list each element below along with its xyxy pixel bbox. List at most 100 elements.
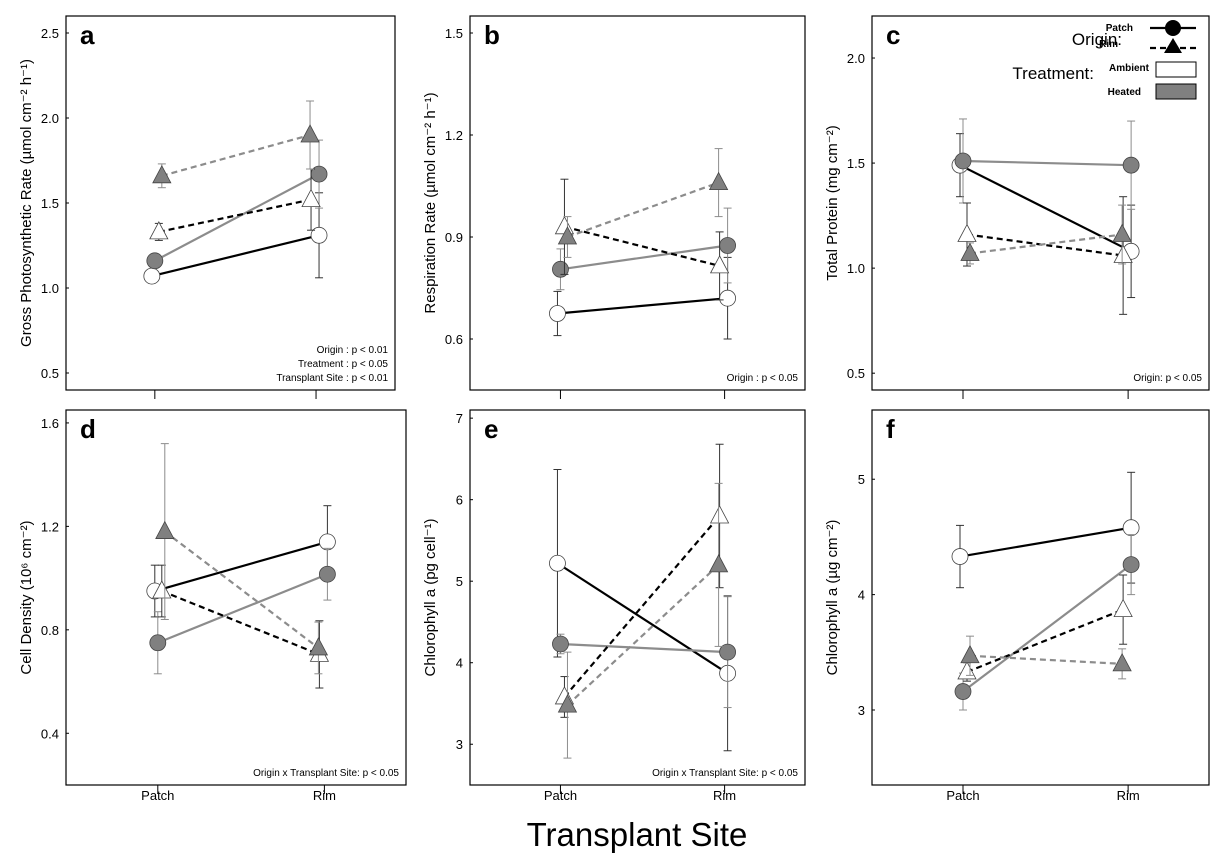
data-point-triangle	[709, 505, 730, 524]
data-point-triangle	[1112, 223, 1132, 242]
figure-x-axis-label: Transplant Site	[527, 816, 748, 853]
panel-e: e 3 4 5 6 7 Patch Rim Chlorophyll a (pg cell⁻¹) O…	[422, 409, 806, 803]
y-axis-label: Gross Photosynthetic Rate (µmol cm⁻² h⁻¹…	[18, 59, 35, 347]
legend-heated-swatch	[1155, 83, 1197, 100]
data-point-circle	[143, 267, 161, 285]
panel-frame	[871, 409, 1210, 786]
series-line	[164, 530, 320, 649]
legend-rim-triangle-icon	[1164, 38, 1182, 53]
y-tick-label: 2.5	[41, 26, 59, 41]
series-line	[557, 297, 728, 315]
series-line	[151, 234, 320, 278]
data-point-triangle	[957, 661, 977, 680]
y-tick-label: 3	[858, 703, 865, 718]
data-point-circle	[318, 533, 336, 551]
legend-treatment-title: Treatment:	[1012, 64, 1094, 83]
panel-letter: d	[80, 414, 96, 444]
data-point-triangle	[152, 580, 172, 599]
stats-annotation: Origin : p < 0.01	[317, 345, 389, 356]
panel-letter: e	[484, 414, 498, 444]
y-axis-label: Cell Density (10⁶ cm⁻²)	[18, 520, 35, 674]
y-tick-label: 3	[456, 737, 463, 752]
panel-letter: c	[886, 20, 900, 50]
stats-annotation: Origin : p < 0.05	[727, 373, 799, 384]
panel-f: f 3 4 5 Patch Rim Chlorophyll a (µg cm⁻²)	[824, 409, 1210, 803]
y-tick-label: 5	[456, 574, 463, 589]
panel-frame	[871, 15, 1210, 391]
y-tick-label: 6	[456, 493, 463, 508]
series-line	[158, 198, 312, 233]
series-line	[564, 225, 720, 267]
data-point-circle	[552, 635, 569, 653]
panel-frame	[469, 15, 806, 391]
data-point-circle	[719, 289, 736, 307]
x-tick-label: Patch	[946, 788, 979, 803]
y-tick-label: 1.0	[847, 261, 865, 276]
series-line	[966, 608, 1124, 673]
panel-letter: f	[886, 414, 895, 444]
data-point-circle	[149, 634, 167, 652]
y-tick-label: 4	[456, 656, 463, 671]
y-tick-label: 1.5	[41, 196, 59, 211]
data-point-circle	[954, 152, 972, 170]
data-point-triangle	[1113, 244, 1133, 263]
data-point-circle	[1122, 519, 1140, 537]
data-point-triangle	[300, 124, 320, 143]
data-point-triangle	[557, 694, 578, 713]
series-line	[161, 590, 320, 656]
data-point-triangle	[1112, 652, 1132, 672]
data-point-circle	[549, 305, 566, 322]
data-point-triangle	[301, 188, 321, 208]
data-point-circle	[719, 237, 736, 254]
y-tick-label: 0.6	[445, 332, 463, 347]
y-tick-label: 7	[456, 411, 463, 426]
legend-origin-rim-label: Rim	[1099, 39, 1118, 50]
stats-annotation: Origin x Transplant Site: p < 0.05	[253, 768, 399, 779]
data-point-circle	[719, 643, 736, 661]
series-line	[969, 654, 1123, 665]
stats-annotation: Transplant Site : p < 0.01	[276, 373, 388, 384]
data-point-triangle	[308, 637, 329, 656]
data-point-triangle	[1113, 598, 1133, 618]
y-tick-label: 4	[858, 588, 865, 603]
y-tick-label: 0.5	[847, 366, 865, 381]
data-point-circle	[951, 548, 969, 565]
series-line	[969, 233, 1123, 255]
y-tick-label: 1.2	[445, 128, 463, 143]
series-line	[560, 244, 728, 271]
data-point-triangle	[957, 223, 977, 242]
y-tick-label: 5	[858, 472, 865, 487]
panel-c: c 0.5 1.0 1.5 2.0 Total Protein (mg cm⁻²) Orig…	[824, 15, 1210, 399]
data-point-triangle	[152, 164, 172, 184]
y-axis-label: Chlorophyll a (pg cell⁻¹)	[422, 519, 439, 677]
x-tick-label: Patch	[141, 788, 174, 803]
series-line	[567, 181, 719, 239]
series-line	[154, 173, 320, 262]
legend-origin-patch-label: Patch	[1106, 23, 1133, 34]
x-tick-label: Rim	[713, 788, 736, 803]
y-tick-label: 0.8	[41, 623, 59, 638]
panel-letter: b	[484, 20, 500, 50]
y-tick-label: 2.0	[847, 51, 865, 66]
legend-patch-circle-icon	[1165, 20, 1181, 36]
data-point-triangle	[708, 171, 729, 191]
y-tick-label: 0.5	[41, 366, 59, 381]
stats-annotation: Origin: p < 0.05	[1133, 373, 1202, 384]
panel-b: b 0.6 0.9 1.2 1.5 Respiration Rate (µmol cm⁻²…	[422, 15, 806, 399]
x-tick-label: Patch	[544, 788, 577, 803]
data-point-circle	[310, 226, 328, 244]
panel-frame	[469, 409, 806, 786]
y-tick-label: 1.6	[41, 416, 59, 431]
data-point-circle	[146, 252, 164, 270]
legend-treatment-ambient-label: Ambient	[1109, 63, 1150, 74]
panel-d: d 0.4 0.8 1.2 1.6 Patch Rim Cell Density (10⁶ c…	[18, 409, 407, 803]
series-line	[966, 233, 1124, 257]
data-point-circle	[1122, 156, 1140, 174]
series-line	[962, 563, 1132, 693]
data-point-triangle	[960, 242, 980, 261]
panel-a: a 0.5 1.0 1.5 2.0 2.5 Gross Photosynthetic Rat…	[18, 15, 396, 399]
x-tick-label: Rim	[1117, 788, 1140, 803]
stats-annotation: Treatment : p < 0.05	[298, 359, 388, 370]
y-axis-label: Chlorophyll a (µg cm⁻²)	[824, 520, 841, 676]
